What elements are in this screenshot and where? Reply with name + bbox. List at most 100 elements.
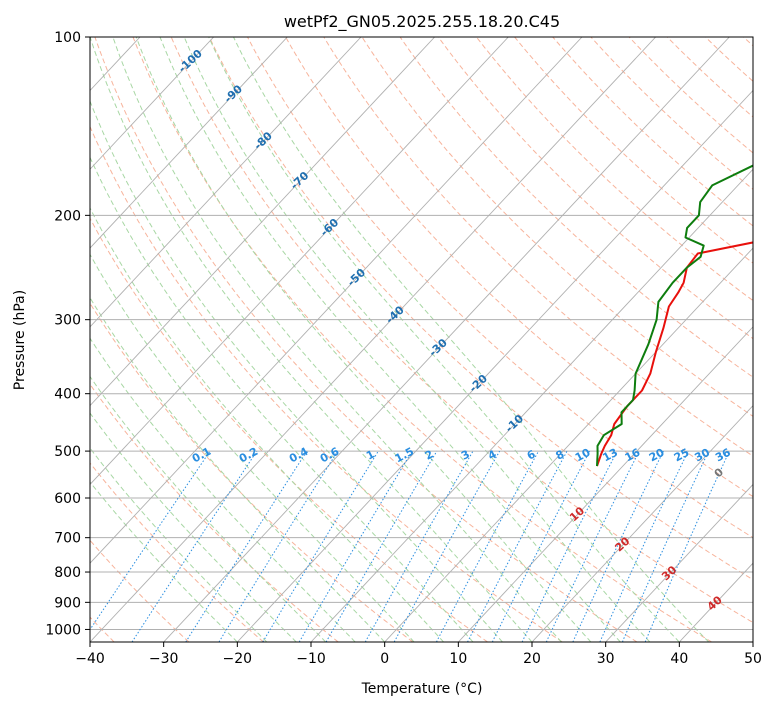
moist-adiabat-line xyxy=(135,37,592,642)
x-tick-label: 30 xyxy=(597,651,615,667)
moist-adiabat-line xyxy=(90,99,503,642)
moist-adiabat-line xyxy=(90,447,268,642)
isotherm-line xyxy=(310,168,753,642)
isotherm-line xyxy=(90,37,288,249)
mixing-ratio-label: 2 xyxy=(423,448,436,463)
isotherm-line xyxy=(752,641,753,642)
mixing-ratio-line xyxy=(364,450,474,642)
mixing-ratio-line xyxy=(393,450,501,642)
y-tick-label: 800 xyxy=(54,565,81,581)
moist-adiabat-line xyxy=(90,375,327,642)
mixing-ratio-label: 30 xyxy=(692,446,712,465)
x-tick-label: −30 xyxy=(149,651,179,667)
x-tick-label: 50 xyxy=(744,651,762,667)
mixing-ratio-label: 6 xyxy=(525,447,538,462)
mixing-ratio-label: 10 xyxy=(573,446,593,465)
mixing-ratio-line xyxy=(298,450,413,642)
moist-adiabat-line xyxy=(90,296,386,642)
mixing-ratio-line xyxy=(572,450,664,642)
isotherm-line xyxy=(679,562,753,642)
dry-adiabat-line xyxy=(90,539,190,642)
mixing-ratio-line xyxy=(435,450,539,642)
dry-adiabat-line xyxy=(90,383,339,642)
x-tick-label: 0 xyxy=(380,651,389,667)
mixing-ratio-label: 1.5 xyxy=(393,445,416,466)
dry-adiabat-line xyxy=(666,37,753,118)
moist-adiabat-line xyxy=(90,206,444,642)
mixing-ratio-line xyxy=(185,450,308,642)
moist-adiabat-line xyxy=(90,337,356,642)
mixing-ratio-line xyxy=(621,450,710,642)
mixing-ratio-label: 16 xyxy=(623,446,643,465)
moist-adiabat-line xyxy=(233,37,710,642)
y-tick-label: 1000 xyxy=(45,622,81,638)
mixing-ratio-label: 25 xyxy=(672,446,692,465)
x-axis-label: Temperature (°C) xyxy=(361,681,483,697)
dewpoint-line xyxy=(596,164,753,467)
mixing-ratio-line xyxy=(599,450,689,642)
mixing-ratio-line xyxy=(467,450,568,642)
x-tick-label: 10 xyxy=(449,651,467,667)
x-tick-label: −20 xyxy=(223,651,253,667)
moist-adiabat-line xyxy=(90,253,415,642)
dry-adiabat-line xyxy=(90,217,488,642)
y-tick-label: 100 xyxy=(54,30,81,46)
moist-adiabat-line xyxy=(208,37,680,642)
isotherm-line xyxy=(0,37,66,642)
mixing-ratio-line xyxy=(491,450,591,642)
dry-adiabat-line xyxy=(323,37,753,457)
mixing-ratio-line xyxy=(262,450,379,642)
mixing-ratio-label: 20 xyxy=(647,446,667,465)
dry-adiabat-line xyxy=(90,125,563,642)
x-tick-label: 40 xyxy=(670,651,688,667)
moist-adiabat-line xyxy=(112,37,562,642)
isotherm-line xyxy=(90,37,509,486)
mixing-ratio-line xyxy=(644,450,730,642)
dry-adiabat-line xyxy=(705,37,753,82)
mixing-ratio-line xyxy=(218,450,339,642)
mixing-ratio-label: 1 xyxy=(364,448,377,463)
dry-adiabat-line xyxy=(90,302,414,642)
annotations: 0.1 0.2 0.4 0.6 1 1.5 2 3 4 6 8 10 13 16 20 25 30 36-100-… xyxy=(176,47,733,614)
y-tick-label: 600 xyxy=(54,491,81,507)
isotherm-line xyxy=(237,89,753,642)
isotherm-line xyxy=(163,37,730,642)
moist-adiabat-line xyxy=(90,481,238,642)
mixing-ratio-label: 3 xyxy=(459,448,472,463)
y-tick-label: 900 xyxy=(54,595,81,611)
mixing-ratio-line xyxy=(545,450,640,642)
mixing-ratio-line xyxy=(90,450,211,631)
mixing-ratio-label: 13 xyxy=(600,446,620,465)
dry-adiabat-line xyxy=(94,37,638,642)
moist-adiabat-line xyxy=(183,37,651,642)
isotherm-line xyxy=(384,247,753,642)
y-tick-label: 300 xyxy=(54,313,81,329)
mixing-ratio-label: 0.2 xyxy=(237,445,260,466)
isotherm-line xyxy=(531,404,753,642)
dry-adiabat-line xyxy=(285,37,753,498)
y-tick-label: 200 xyxy=(54,208,81,224)
mixing-ratio-label: 0.1 xyxy=(190,445,213,466)
dry-adiabat-line xyxy=(743,37,753,47)
isotherm-line xyxy=(90,37,583,564)
y-tick-label: 500 xyxy=(54,444,81,460)
chart-title: wetPf2_GN05.2025.255.18.20.C45 xyxy=(284,12,560,32)
y-tick-label: 400 xyxy=(54,387,81,403)
x-tick-label: −10 xyxy=(296,651,326,667)
background-lines xyxy=(0,37,753,642)
isotherm-line xyxy=(90,37,657,642)
dry-adiabat-line xyxy=(437,37,753,340)
moist-adiabat-line xyxy=(159,37,621,642)
moist-adiabat-line xyxy=(90,156,474,642)
mixing-ratio-label: 0.4 xyxy=(287,445,311,466)
isotherm-line xyxy=(90,37,362,328)
x-tick-label: 20 xyxy=(523,651,541,667)
x-axis: −40 −30 −20 −10 0 10 20 30 40 50 xyxy=(75,642,762,667)
data-series xyxy=(596,164,753,467)
dry-adiabat-line xyxy=(170,37,753,624)
isotherm-line xyxy=(458,326,753,642)
dry-adiabat-line xyxy=(90,462,264,642)
temperature-line xyxy=(596,241,753,467)
mixing-ratio-label: 4 xyxy=(486,447,499,462)
